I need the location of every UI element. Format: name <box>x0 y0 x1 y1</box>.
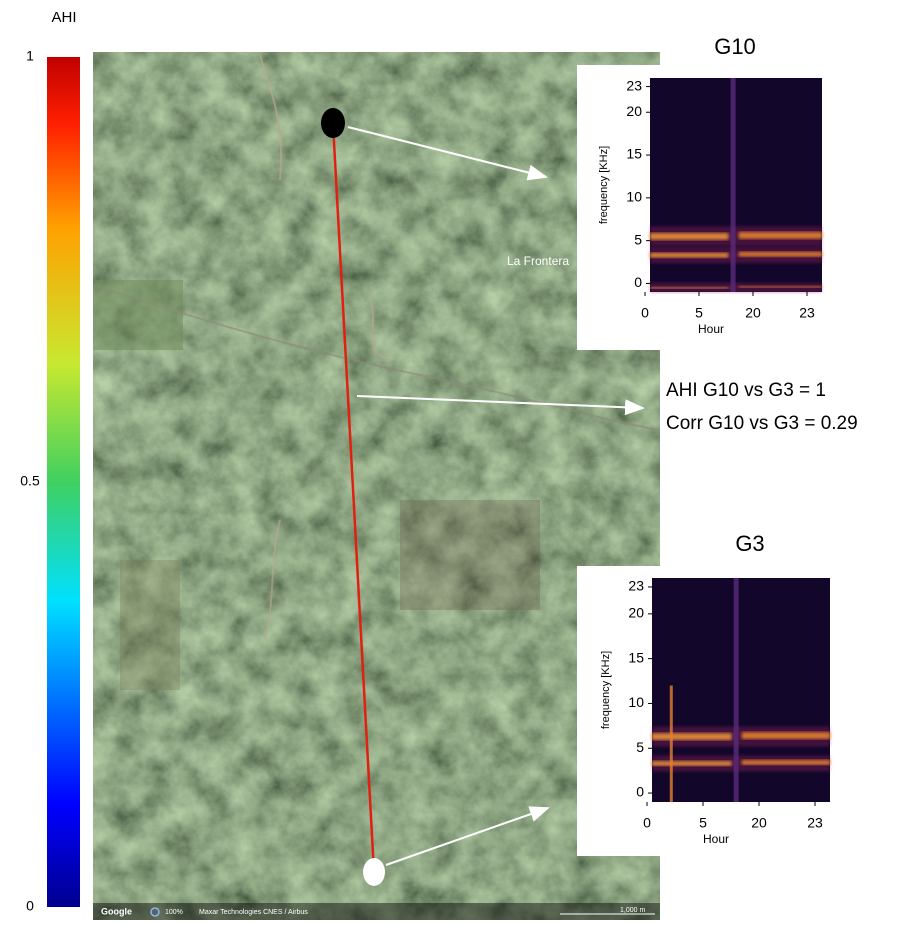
x-tick-label: 23 <box>807 815 823 831</box>
colorbar-tick-label: 1 <box>26 48 34 64</box>
figure: AHI La Frontera Google 100% Maxar Techno… <box>0 0 914 920</box>
y-tick-label: 20 <box>626 103 642 119</box>
y-tick-label: 20 <box>628 605 644 621</box>
x-tick-label: 5 <box>695 305 703 321</box>
x-tick-label: 20 <box>745 305 761 321</box>
y-tick-label: 23 <box>628 578 644 594</box>
y-tick-label: 5 <box>636 739 644 755</box>
annotation-corr: Corr G10 vs G3 = 0.29 <box>666 413 858 434</box>
x-tick-label: 0 <box>641 305 649 321</box>
x-axis-label: Hour <box>698 322 724 336</box>
y-tick-label: 15 <box>626 146 642 162</box>
x-axis-label: Hour <box>703 832 729 846</box>
y-tick-label: 23 <box>626 77 642 93</box>
x-tick-label: 5 <box>699 815 707 831</box>
annotation-ahi: AHI G10 vs G3 = 1 <box>666 380 826 401</box>
y-axis-label: frequency [KHz] <box>600 651 612 729</box>
colorbar <box>47 57 80 907</box>
attribution-provider: Google <box>101 906 132 916</box>
attribution-scale: 1,000 m <box>620 907 645 914</box>
place-label: La Frontera <box>507 254 569 268</box>
site-g10 <box>321 108 345 138</box>
y-tick-label: 5 <box>634 231 642 247</box>
y-tick-label: 10 <box>626 189 642 205</box>
y-tick-label: 0 <box>634 274 642 290</box>
colorbar-tick-label: 0.5 <box>20 473 40 489</box>
y-tick-label: 15 <box>628 649 644 665</box>
x-tick-label: 23 <box>799 305 815 321</box>
y-axis-label: frequency [KHz] <box>598 146 610 224</box>
y-tick-label: 0 <box>636 784 644 800</box>
y-tick-label: 10 <box>628 694 644 710</box>
attribution-imagery: Maxar Technologies CNES / Airbus <box>199 909 308 916</box>
site-g3 <box>363 858 385 886</box>
map: La Frontera Google 100% Maxar Technologi… <box>93 52 660 920</box>
colorbar-label: AHI <box>51 9 76 26</box>
attribution-zoom: 100% <box>165 909 183 916</box>
spectrogram-title: G10 <box>714 34 756 59</box>
spectrogram-title: G3 <box>735 531 764 556</box>
colorbar-tick-label: 0 <box>26 898 34 914</box>
x-tick-label: 0 <box>643 815 651 831</box>
x-tick-label: 20 <box>751 815 767 831</box>
